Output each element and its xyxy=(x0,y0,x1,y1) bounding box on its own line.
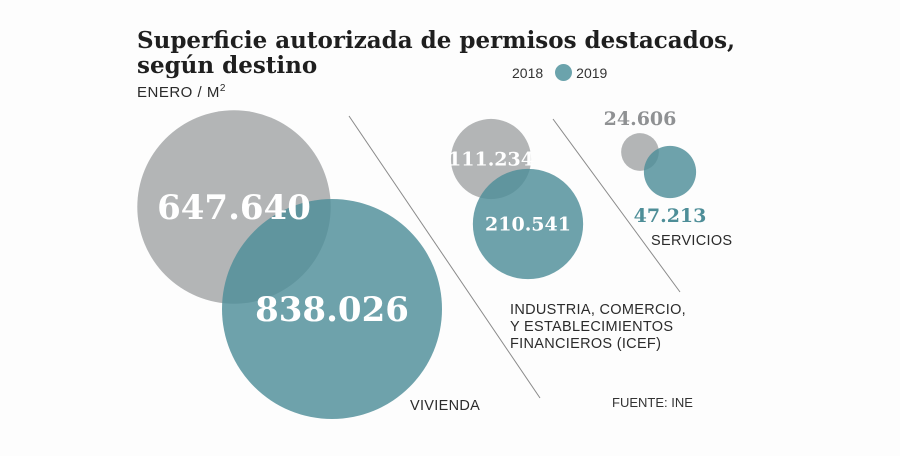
category-divider xyxy=(348,115,541,399)
unit-superscript: 2 xyxy=(219,83,226,94)
chart-title: Superficie autorizada de permisos destac… xyxy=(137,27,736,79)
value-label-2018-vivienda: 647.640 xyxy=(157,188,311,228)
legend-2019-swatch xyxy=(555,64,573,81)
icef-label-line: INDUSTRIA, COMERCIO, xyxy=(510,302,686,318)
legend-2019: 2019 xyxy=(576,64,608,81)
category-divider xyxy=(552,118,681,293)
bubble-2019-icef xyxy=(472,168,584,280)
category-label-icef: INDUSTRIA, COMERCIO, Y ESTABLECIMIENTOS … xyxy=(510,302,686,353)
value-label-2018-icef: 111.234 xyxy=(448,149,534,171)
value-label-2019-icef: 210.541 xyxy=(485,214,571,236)
value-label-2019-servicios: 47.213 xyxy=(634,205,707,227)
value-label-2018-servicios: 24.606 xyxy=(604,108,677,130)
source-note: FUENTE: INE xyxy=(612,395,693,410)
chart-unit: ENERO / M2 xyxy=(137,83,226,101)
unit-text: ENERO / M xyxy=(137,84,220,101)
category-label-servicios: SERVICIOS xyxy=(651,233,733,249)
value-label-2019-vivienda: 838.026 xyxy=(255,290,409,330)
bubble-2019-servicios xyxy=(643,145,697,199)
legend-2018: 2018 xyxy=(512,64,544,81)
bubble-2019-vivienda xyxy=(222,199,442,419)
icef-label-line: FINANCIEROS (ICEF) xyxy=(510,336,662,352)
icef-label-line: Y ESTABLECIMIENTOS xyxy=(510,319,674,335)
category-label-vivienda: VIVIENDA xyxy=(410,398,481,414)
legend: 2018 2019 xyxy=(512,64,607,81)
